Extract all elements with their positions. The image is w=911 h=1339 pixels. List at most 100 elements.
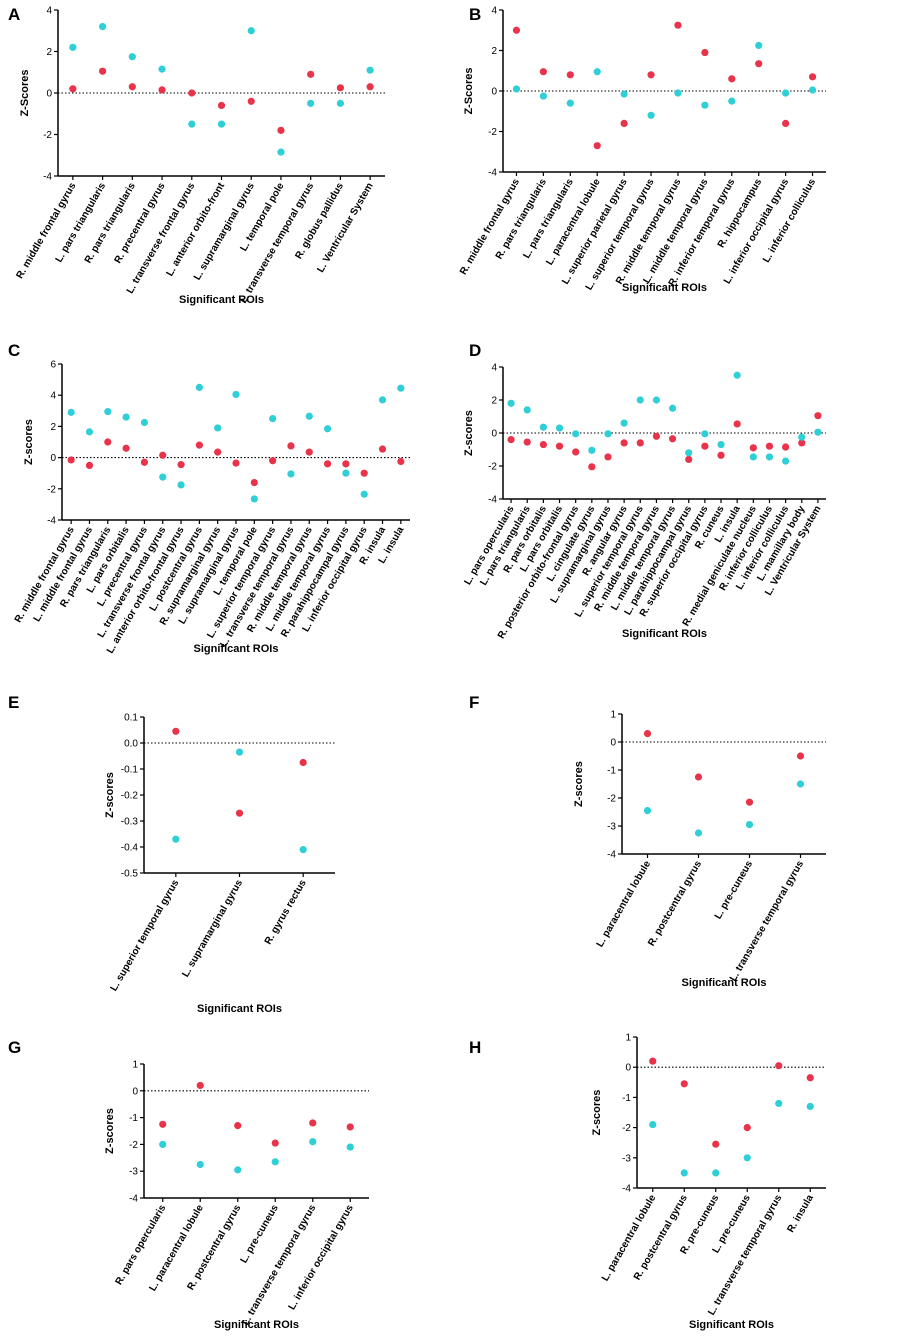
panel-letter: H <box>469 1038 481 1057</box>
red-point-l-pars-triangularis <box>566 71 574 79</box>
cyan-point-l-supramarginal-gyrus <box>604 430 612 438</box>
cyan-point-r-posterior-orbito-frontal-gyrus <box>572 430 580 438</box>
y-axis-title: Z-scores <box>104 1108 116 1154</box>
cyan-point-r-inferior-colliculus <box>765 453 774 461</box>
red-point-r-middle-frontal-gyrus <box>67 456 75 464</box>
y-tick-label: -3 <box>607 822 616 833</box>
cyan-point-l-pars-triangularis <box>98 23 107 31</box>
category-label-l-transverse-temporal-gyrus: L. transverse temporal gyrus <box>240 1203 318 1328</box>
red-point-l-supramarginal-gyrus <box>247 97 255 105</box>
red-point-l-supramarginal-gyrus <box>604 453 612 461</box>
y-tick-label: -4 <box>488 168 497 179</box>
y-tick-label: 1 <box>610 710 616 721</box>
cyan-point-r-pars-orbitalis <box>539 423 547 431</box>
red-point-l-pre-cuneus <box>271 1139 279 1147</box>
y-tick-label: -2 <box>488 462 497 473</box>
panel-letter: A <box>8 5 20 24</box>
y-tick-label: 4 <box>491 363 497 374</box>
category-label-l-pre-cuneus: L. pre-cuneus <box>713 859 756 922</box>
red-point-r-pars-orbitalis <box>539 440 547 449</box>
panel-letter: D <box>469 341 481 360</box>
red-point-l-mamillary-body <box>798 439 806 447</box>
y-tick-label: -4 <box>47 516 56 527</box>
y-tick-label: 0 <box>132 1086 138 1097</box>
y-axis-title: Z-scores <box>104 772 116 818</box>
cyan-point-r-pars-triangularis <box>104 407 112 416</box>
cyan-point-l-inferior-occipital-gyrus <box>782 89 790 97</box>
cyan-point-l-superior-temporal-gyrus <box>647 111 655 119</box>
panel-e: E -0.5 -0.4 -0.3 -0.2 -0.1 0.0 0.1 L. superior t… <box>8 693 335 1015</box>
red-point-r-insula <box>806 1074 814 1082</box>
cyan-point-l-inferior-colliculus <box>808 86 817 94</box>
cyan-point-r-precentral-gyrus <box>158 65 166 73</box>
red-point-l-transverse-temporal-gyrus <box>796 752 805 760</box>
cyan-point-l-middle-temporal-gyrus <box>701 101 709 109</box>
cyan-point-l-superior-temporal-gyrus <box>172 835 180 843</box>
red-point-r-middle-temporal-gyrus <box>305 448 313 456</box>
red-point-l-middle-temporal-gyrus <box>701 48 709 57</box>
red-point-l-middle-temporal-gyrus <box>668 435 677 443</box>
red-point-l-superior-parietal-gyrus <box>620 119 628 127</box>
y-tick-label: -2 <box>488 127 497 138</box>
red-point-l-superior-temporal-gyrus <box>269 457 277 465</box>
red-point-l-superior-temporal-gyrus <box>636 439 644 447</box>
x-axis-title: Significant ROIs <box>689 1319 774 1331</box>
x-axis-title: Significant ROIs <box>197 1003 282 1015</box>
y-tick-label: -3 <box>129 1167 138 1178</box>
cyan-point-l-supramarginal-gyrus <box>247 27 255 35</box>
cyan-point-r-middle-temporal-gyrus <box>652 396 661 404</box>
cyan-point-l-insula <box>733 371 741 379</box>
red-point-l-anterior-orbito-frontal-gyrus <box>177 461 185 469</box>
cyan-point-l-pars-orbitalis <box>555 424 564 432</box>
y-axis-title: Z-Scores <box>463 67 475 114</box>
red-point-r-precentral-gyrus <box>158 86 166 94</box>
y-tick-label: -4 <box>488 495 497 506</box>
y-axis-title: Z-scores <box>23 419 35 465</box>
red-point-r-hippocampus <box>755 60 763 68</box>
category-label-l-anterior-orbito-front: L. anterior orbito-front <box>165 180 228 278</box>
y-tick-label: -2 <box>607 794 616 805</box>
y-tick-label: 0 <box>491 429 497 440</box>
cyan-point-l-anterior-orbito-frontal-gyrus <box>177 481 185 489</box>
red-point-r-insula <box>378 445 387 453</box>
cyan-point-r-supramarginal-gyrus <box>214 424 222 432</box>
cyan-point-l-transverse-temporal-gyrus <box>307 99 315 107</box>
red-point-l-insula <box>397 457 405 466</box>
category-label-l-pars-triangularis: L. pars triangularis <box>521 177 576 261</box>
cyan-point-l-pars-triangularis <box>566 99 574 107</box>
cyan-point-l-ventricular-system <box>366 66 374 74</box>
red-point-r-supramarginal-gyrus <box>214 448 222 456</box>
y-axis-title: Z-scores <box>591 1090 603 1136</box>
cyan-point-r-pars-triangularis <box>128 53 136 61</box>
category-label-l-ventricular-system: L. Ventricular System <box>315 181 375 275</box>
panel-letter: F <box>469 693 479 712</box>
red-point-l-pars-orbitalis <box>122 444 130 452</box>
cyan-point-l-temporal-pole <box>277 148 285 156</box>
y-tick-label: 6 <box>50 360 56 371</box>
cyan-point-r-insula <box>806 1102 814 1111</box>
cyan-point-l-pars-opercularis <box>507 399 515 407</box>
red-point-l-pars-opercularis <box>507 436 515 444</box>
cyan-point-l-transverse-temporal-gyrus <box>309 1138 317 1146</box>
red-point-l-transverse-temporal-gyrus <box>287 442 295 450</box>
cyan-point-l-temporal-pole <box>250 495 258 503</box>
y-tick-label: 0 <box>50 453 56 464</box>
red-point-r-medial-geniculate-nucleus <box>749 444 757 452</box>
cyan-point-l-precentral-gyrus <box>140 418 149 427</box>
category-label-l-superior-temporal-gyrus: L. superior temporal gyrus <box>109 878 182 994</box>
red-point-l-middle-temporal-gyrus <box>323 460 332 468</box>
red-point-r-middle-temporal-gyrus <box>652 432 661 440</box>
cyan-point-r-middle-frontal-gyrus <box>67 408 75 416</box>
y-tick-label: 0.1 <box>124 713 138 724</box>
y-tick-label: -0.5 <box>121 869 139 880</box>
cyan-point-l-mamillary-body <box>798 433 806 441</box>
cyan-point-r-inferior-temporal-gyrus <box>728 97 736 105</box>
cyan-point-l-ventricular-system <box>814 428 822 436</box>
red-point-l-inferior-occipital-gyrus <box>782 119 790 127</box>
y-tick-label: -4 <box>43 172 52 183</box>
cyan-point-r-middle-frontal-gyrus <box>69 43 77 51</box>
cyan-point-r-middle-frontal-gyrus <box>512 85 521 93</box>
y-tick-label: 2 <box>46 47 52 58</box>
